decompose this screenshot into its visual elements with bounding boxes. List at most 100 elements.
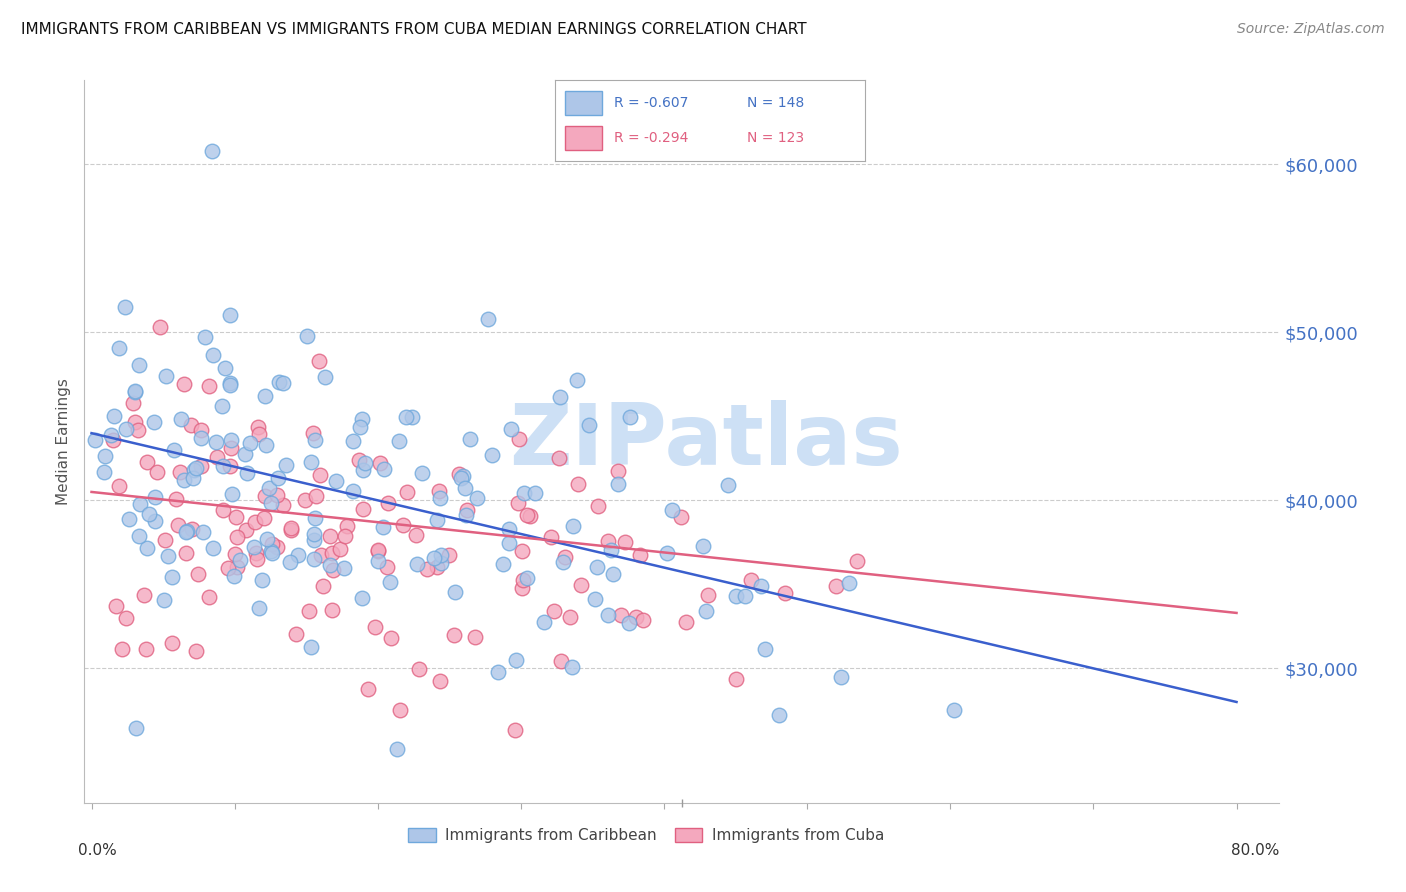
- Point: [224, 569, 246, 583]
- Point: [352, 462, 374, 476]
- Point: [180, 417, 202, 432]
- Point: [443, 585, 465, 599]
- Point: [617, 616, 640, 631]
- Point: [266, 540, 288, 554]
- Point: [312, 579, 335, 593]
- Point: [498, 522, 520, 536]
- Point: [108, 479, 131, 493]
- Point: [225, 559, 247, 574]
- Point: [274, 458, 297, 472]
- Text: ZIPatlas: ZIPatlas: [509, 400, 903, 483]
- Point: [318, 558, 340, 573]
- Point: [174, 546, 197, 560]
- Point: [554, 550, 576, 565]
- Point: [302, 533, 325, 548]
- Point: [655, 545, 678, 559]
- Point: [377, 496, 399, 510]
- Point: [266, 488, 288, 502]
- Point: [550, 654, 572, 668]
- Point: [510, 581, 533, 595]
- Point: [319, 529, 342, 543]
- Point: [226, 531, 249, 545]
- Point: [243, 515, 266, 529]
- Point: [173, 376, 195, 391]
- Point: [146, 465, 169, 479]
- Point: [405, 528, 427, 542]
- Point: [754, 641, 776, 656]
- Point: [624, 609, 647, 624]
- Point: [838, 576, 860, 591]
- Point: [426, 513, 449, 527]
- Point: [451, 468, 474, 483]
- Text: 0.0%: 0.0%: [79, 843, 117, 857]
- Point: [100, 428, 122, 442]
- Point: [219, 378, 242, 392]
- Point: [84, 433, 107, 447]
- Point: [302, 552, 325, 566]
- Point: [122, 396, 145, 410]
- Point: [540, 530, 562, 544]
- Point: [207, 450, 229, 465]
- Point: [499, 422, 522, 436]
- Point: [233, 447, 256, 461]
- Point: [125, 722, 148, 736]
- Point: [523, 485, 546, 500]
- Point: [132, 588, 155, 602]
- Point: [516, 508, 538, 522]
- Point: [128, 497, 150, 511]
- Point: [294, 493, 316, 508]
- Point: [124, 415, 146, 429]
- Point: [235, 524, 257, 538]
- Point: [352, 412, 374, 426]
- Point: [614, 534, 637, 549]
- Point: [304, 511, 326, 525]
- Text: IMMIGRANTS FROM CARIBBEAN VS IMMIGRANTS FROM CUBA MEDIAN EARNINGS CORRELATION CH: IMMIGRANTS FROM CARIBBEAN VS IMMIGRANTS …: [21, 22, 807, 37]
- Point: [619, 409, 641, 424]
- Point: [443, 628, 465, 642]
- Point: [117, 511, 139, 525]
- Point: [547, 451, 569, 466]
- Point: [124, 384, 146, 398]
- Point: [170, 412, 193, 426]
- Point: [138, 507, 160, 521]
- Point: [229, 553, 252, 567]
- Point: [388, 434, 411, 448]
- Point: [328, 542, 350, 557]
- Point: [145, 514, 167, 528]
- Point: [675, 615, 697, 630]
- Bar: [565, 91, 602, 115]
- Point: [378, 574, 401, 589]
- Point: [423, 551, 446, 566]
- Point: [506, 495, 529, 509]
- Point: [401, 409, 423, 424]
- Point: [304, 433, 326, 447]
- Point: [342, 434, 364, 448]
- Point: [696, 588, 718, 602]
- Point: [250, 574, 273, 588]
- Point: [387, 742, 409, 756]
- Point: [124, 385, 146, 400]
- Point: [271, 376, 294, 391]
- Point: [610, 607, 633, 622]
- Point: [426, 559, 449, 574]
- Point: [114, 300, 136, 314]
- Point: [285, 627, 308, 641]
- Point: [101, 433, 124, 447]
- Point: [373, 462, 395, 476]
- Point: [350, 591, 373, 605]
- Point: [367, 554, 389, 568]
- Point: [513, 486, 536, 500]
- Point: [299, 455, 322, 469]
- Point: [392, 518, 415, 533]
- Point: [128, 529, 150, 543]
- Point: [367, 544, 389, 558]
- Point: [717, 478, 740, 492]
- Point: [181, 522, 204, 536]
- Point: [267, 471, 290, 485]
- Point: [437, 548, 460, 562]
- Point: [254, 438, 277, 452]
- Point: [606, 476, 628, 491]
- Point: [508, 432, 530, 446]
- Point: [155, 369, 177, 384]
- Point: [93, 465, 115, 479]
